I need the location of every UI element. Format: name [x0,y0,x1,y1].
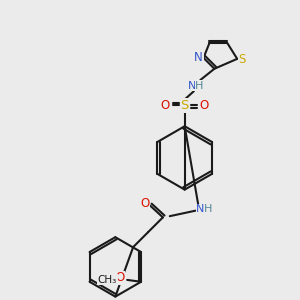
Text: N: N [194,51,203,64]
Text: N: N [188,81,196,91]
Text: N: N [196,204,205,214]
Text: O: O [160,99,170,112]
Text: CH₃: CH₃ [98,275,117,285]
Text: O: O [200,99,209,112]
Text: H: H [204,204,213,214]
Text: H: H [195,81,204,91]
Text: S: S [181,99,189,112]
Text: S: S [238,53,246,66]
Text: O: O [116,271,125,284]
Text: O: O [140,197,150,210]
